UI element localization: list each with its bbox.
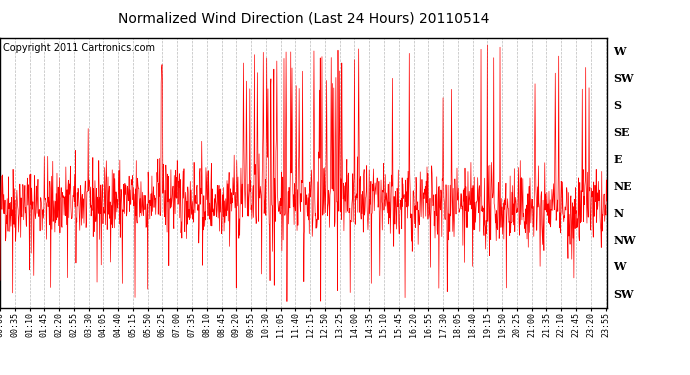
Text: W: W [613, 45, 626, 57]
Text: SW: SW [613, 72, 634, 84]
Text: E: E [613, 153, 622, 165]
Text: NW: NW [613, 234, 636, 246]
Text: Normalized Wind Direction (Last 24 Hours) 20110514: Normalized Wind Direction (Last 24 Hours… [118, 11, 489, 25]
Text: N: N [613, 207, 623, 219]
Text: SW: SW [613, 288, 634, 300]
Text: W: W [613, 261, 626, 273]
Text: NE: NE [613, 180, 632, 192]
Text: Copyright 2011 Cartronics.com: Copyright 2011 Cartronics.com [3, 43, 155, 53]
Text: SE: SE [613, 126, 630, 138]
Text: S: S [613, 99, 621, 111]
